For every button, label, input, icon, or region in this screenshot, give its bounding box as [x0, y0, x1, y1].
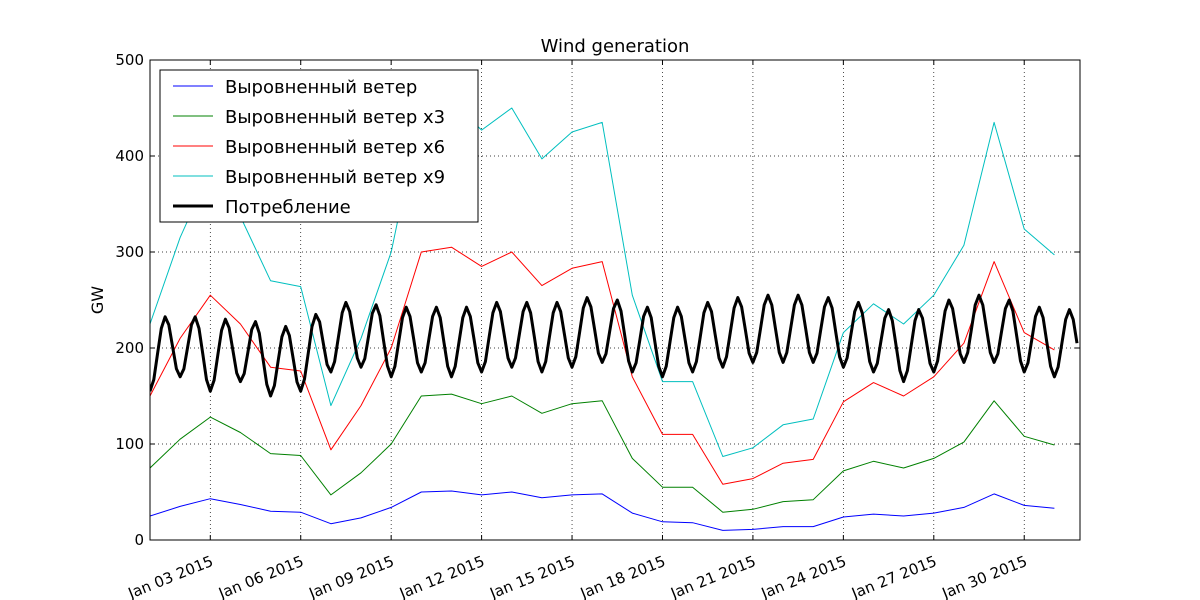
- legend: Выровненный ветер Выровненный ветер x3 Выр…: [159, 69, 479, 223]
- y-tick-label: 100: [115, 435, 144, 453]
- y-tick-label: 300: [115, 243, 144, 261]
- grid: [150, 60, 1080, 540]
- series-line-4: [150, 293, 1079, 398]
- y-axis-label: GW: [88, 286, 107, 314]
- legend-label: Выровненный ветер: [225, 77, 417, 98]
- legend-label: Потребление: [225, 197, 351, 218]
- series-line-1: [150, 393, 1055, 513]
- legend-label: Выровненный ветер x9: [225, 167, 445, 188]
- series-line-2: [150, 246, 1055, 485]
- y-tick-label: 500: [115, 51, 144, 69]
- chart-title: Wind generation: [541, 36, 690, 57]
- legend-label: Выровненный ветер x3: [225, 107, 445, 128]
- y-tick-label: 200: [115, 339, 144, 357]
- y-tick-label: 0: [134, 531, 144, 549]
- legend-label: Выровненный ветер x6: [225, 137, 445, 158]
- series-line-0: [150, 490, 1055, 531]
- y-tick-label: 400: [115, 147, 144, 165]
- series-line-3: [150, 100, 1055, 457]
- plot-frame: [149, 59, 1081, 541]
- series-layer: [150, 100, 1079, 531]
